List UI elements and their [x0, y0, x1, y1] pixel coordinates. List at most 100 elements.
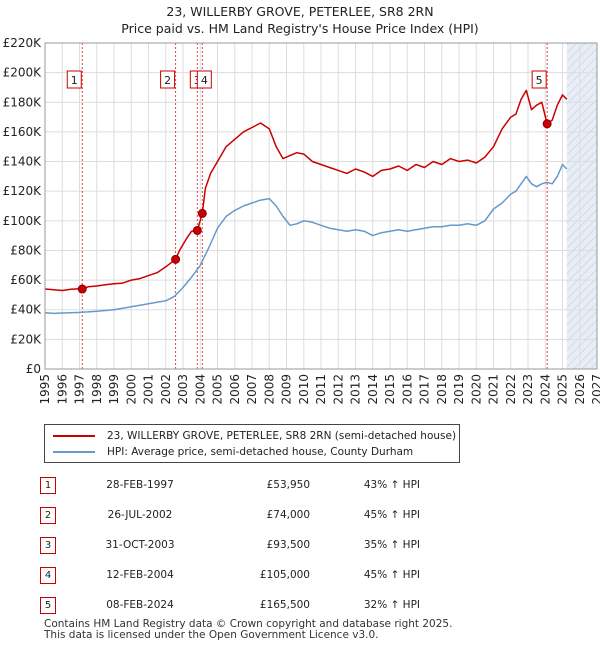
x-tick-label: 2021 [487, 374, 501, 405]
sale-price: £74,000 [266, 509, 310, 521]
sale-hpi-diff: 45% ↑ HPI [363, 569, 420, 581]
x-tick-label: 2004 [193, 374, 207, 405]
sale-point [542, 119, 552, 129]
footer-attribution: Contains HM Land Registry data © Crown c… [44, 619, 452, 641]
legend-swatch-property [53, 435, 95, 437]
x-tick-label: 2008 [262, 374, 276, 405]
sale-hpi-diff: 43% ↑ HPI [363, 479, 420, 491]
sale-label-number: 4 [201, 74, 208, 87]
legend-item-hpi: HPI: Average price, semi-detached house,… [53, 444, 413, 460]
x-tick-label: 2005 [211, 374, 225, 405]
sale-date: 26-JUL-2002 [107, 509, 173, 521]
y-tick-label: £140K [3, 155, 43, 169]
x-tick-label: 2001 [142, 374, 156, 405]
sale-label-frame [531, 70, 547, 89]
footer-line-1: Contains HM Land Registry data © Crown c… [44, 618, 453, 630]
x-tick-label: 1995 [38, 374, 52, 405]
sale-badge: 4 [40, 566, 56, 584]
sale-price: £53,950 [266, 479, 310, 491]
x-tick-label: 2019 [452, 374, 466, 405]
y-tick-label: £220K [3, 36, 43, 50]
legend-label-property: 23, WILLERBY GROVE, PETERLEE, SR8 2RN (s… [107, 430, 457, 442]
y-tick-label: £60K [10, 273, 42, 287]
y-tick-label: £180K [3, 95, 43, 109]
x-tick-label: 2012 [331, 374, 345, 405]
price-chart: £0 £20K £40K £60K £80K £100K £120K £140K £160K £1… [3, 36, 600, 405]
sale-hpi-diff: 35% ↑ HPI [363, 539, 420, 551]
table-row: 5 08-FEB-2024 £165,500 32% ↑ HPI [40, 590, 420, 620]
y-tick-label: £20K [10, 332, 42, 346]
sales-table: 1 28-FEB-1997 £53,950 43% ↑ HPI 2 26-JUL… [40, 470, 420, 620]
table-row: 1 28-FEB-1997 £53,950 43% ↑ HPI [40, 470, 420, 500]
sale-label-number: 2 [164, 74, 171, 87]
table-row: 2 26-JUL-2002 £74,000 45% ↑ HPI [40, 500, 420, 530]
sale-hpi-diff: 45% ↑ HPI [363, 509, 420, 521]
y-tick-label: £160K [3, 125, 43, 139]
sale-label-box: 5 [531, 70, 547, 89]
x-tick-label: 1997 [73, 374, 87, 405]
x-tick-label: 2027 [590, 374, 600, 405]
forecast-hatch [566, 43, 597, 369]
x-tick-label: 1996 [55, 374, 69, 405]
table-row: 3 31-OCT-2003 £93,500 35% ↑ HPI [40, 530, 420, 560]
hpi-line [44, 163, 568, 315]
chart-legend: 23, WILLERBY GROVE, PETERLEE, SR8 2RN (s… [44, 424, 460, 463]
x-tick-label: 2025 [556, 374, 570, 405]
x-tick-label: 2020 [469, 374, 483, 405]
sale-badge: 5 [40, 596, 56, 614]
sale-price: £165,500 [259, 599, 310, 611]
footer-line-2: This data is licensed under the Open Gov… [44, 629, 379, 641]
legend-label-hpi: HPI: Average price, semi-detached house,… [107, 446, 414, 458]
sale-label-frame [66, 70, 82, 89]
sale-label-box: 4 [196, 70, 212, 89]
sale-point [192, 225, 202, 235]
y-tick-label: £80K [10, 243, 42, 257]
sale-price: £105,000 [259, 569, 310, 581]
x-tick-label: 1998 [90, 374, 104, 405]
table-row: 4 12-FEB-2004 £105,000 45% ↑ HPI [40, 560, 420, 590]
x-tick-label: 2003 [176, 374, 190, 405]
x-tick-label: 2011 [314, 374, 328, 405]
x-tick-label: 2006 [228, 374, 242, 405]
property-price-line [44, 89, 568, 292]
x-tick-label: 2022 [504, 374, 518, 405]
x-tick-label: 2014 [366, 374, 380, 405]
y-tick-label: £120K [3, 184, 43, 198]
sale-label-frame [196, 70, 212, 89]
x-tick-label: 2015 [383, 374, 397, 405]
y-tick-label: £100K [3, 214, 43, 228]
x-tick-label: 2013 [349, 374, 363, 405]
legend-swatch-hpi [53, 451, 95, 453]
sale-point [77, 284, 87, 294]
x-tick-label: 2010 [297, 374, 311, 405]
plot-border [44, 42, 598, 370]
legend-item-property: 23, WILLERBY GROVE, PETERLEE, SR8 2RN (s… [53, 428, 456, 444]
chart-title: 23, WILLERBY GROVE, PETERLEE, SR8 2RN [166, 4, 434, 19]
sale-label-frame [160, 70, 176, 89]
x-tick-label: 2018 [435, 374, 449, 405]
sale-date: 12-FEB-2004 [106, 569, 174, 581]
x-tick-label: 2007 [245, 374, 259, 405]
sale-point [171, 254, 181, 264]
x-tick-label: 2009 [280, 374, 294, 405]
y-tick-label: £0 [26, 362, 41, 376]
sale-point [197, 208, 207, 218]
sale-date: 31-OCT-2003 [105, 539, 175, 551]
y-tick-label: £40K [10, 303, 42, 317]
y-tick-label: £200K [3, 66, 43, 80]
sale-badge: 2 [40, 506, 56, 524]
sale-hpi-diff: 32% ↑ HPI [363, 599, 420, 611]
x-tick-label: 1999 [107, 374, 121, 405]
x-tick-label: 2002 [159, 374, 173, 405]
x-tick-label: 2000 [124, 374, 138, 405]
sale-date: 28-FEB-1997 [106, 479, 174, 491]
x-tick-label: 2023 [521, 374, 535, 405]
x-tick-label: 2026 [573, 374, 587, 405]
x-tick-label: 2024 [538, 374, 552, 405]
sale-badge: 1 [40, 476, 56, 494]
sale-label-number: 1 [71, 74, 78, 87]
sale-label-number: 5 [536, 74, 543, 87]
sale-date: 08-FEB-2024 [106, 599, 174, 611]
sale-price: £93,500 [266, 539, 310, 551]
sale-label-box: 1 [66, 70, 82, 89]
